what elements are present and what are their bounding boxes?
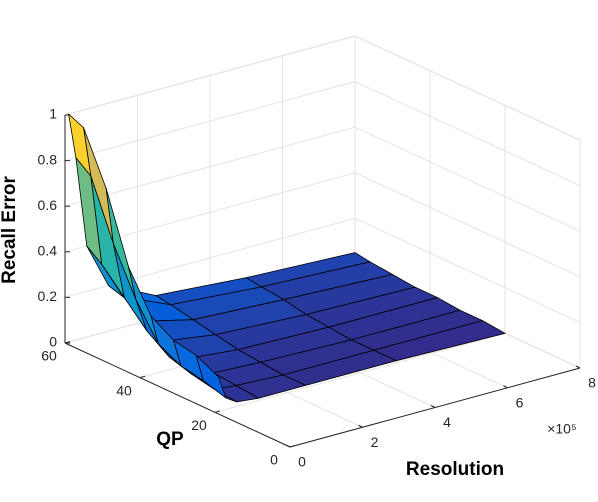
y-tick-label: 20 — [191, 417, 207, 433]
x-tick — [503, 385, 508, 389]
z-axis-label: Recall Error — [0, 176, 20, 284]
x-tick — [575, 365, 581, 369]
grid-line — [354, 172, 581, 278]
y-tick — [289, 445, 296, 448]
grid-line — [64, 35, 356, 116]
x-axis-label: Resolution — [406, 459, 504, 480]
y-tick-label: 0 — [270, 452, 278, 468]
grid-line — [354, 35, 581, 141]
x-tick-label: 0 — [298, 454, 306, 470]
y-axis-label: QP — [156, 429, 184, 450]
x-tick-label: 6 — [516, 394, 524, 410]
z-tick-label: 1 — [49, 106, 57, 122]
z-tick-label: 0.6 — [38, 197, 58, 213]
grid-line — [354, 217, 581, 323]
grid-line — [354, 81, 581, 187]
z-tick-label: 0 — [49, 334, 57, 350]
grid-line — [64, 126, 356, 207]
grid-line — [64, 81, 356, 162]
x-tick-label: 2 — [371, 434, 379, 450]
y-tick — [214, 410, 221, 413]
x-tick — [285, 444, 291, 448]
y-axis — [64, 342, 291, 448]
y-tick-label: 60 — [41, 348, 57, 364]
x-multiplier: ×10⁵ — [547, 421, 577, 437]
y-tick — [139, 375, 146, 379]
surface-patch — [195, 354, 227, 399]
x-tick — [430, 405, 436, 408]
x-tick-label: 4 — [443, 414, 451, 430]
y-tick-label: 40 — [116, 382, 132, 398]
grid-line — [214, 332, 506, 413]
y-tick — [64, 341, 71, 344]
z-tick-label: 0.8 — [38, 151, 58, 167]
grid-line — [354, 126, 581, 232]
z-tick-label: 0.2 — [38, 288, 58, 304]
x-tick — [358, 424, 363, 428]
x-tick-label: 8 — [588, 375, 596, 391]
z-tick-label: 0.4 — [38, 243, 58, 259]
